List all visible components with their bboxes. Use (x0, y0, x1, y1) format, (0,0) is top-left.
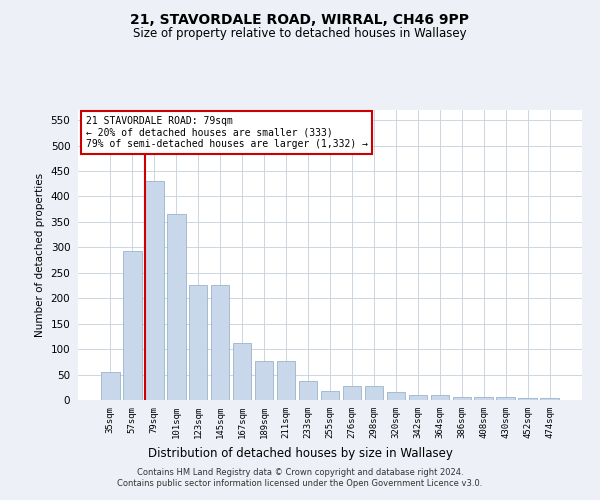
Text: 21 STAVORDALE ROAD: 79sqm
← 20% of detached houses are smaller (333)
79% of semi: 21 STAVORDALE ROAD: 79sqm ← 20% of detac… (86, 116, 368, 149)
Bar (277, 361, 295, 400)
Y-axis label: Number of detached properties: Number of detached properties (35, 173, 45, 337)
Bar (299, 380, 317, 400)
Bar (496, 398, 515, 400)
Bar (452, 397, 471, 400)
Bar (409, 396, 427, 400)
Text: Distribution of detached houses by size in Wallasey: Distribution of detached houses by size … (148, 448, 452, 460)
Bar (211, 284, 229, 400)
Text: Size of property relative to detached houses in Wallasey: Size of property relative to detached ho… (133, 28, 467, 40)
Bar (189, 284, 208, 400)
Bar (167, 214, 185, 400)
Bar (365, 386, 383, 400)
Bar (431, 396, 449, 400)
Bar (101, 372, 119, 400)
Bar (145, 181, 164, 400)
Bar (343, 386, 361, 400)
Bar (233, 342, 251, 400)
Bar (386, 392, 405, 400)
Text: 21, STAVORDALE ROAD, WIRRAL, CH46 9PP: 21, STAVORDALE ROAD, WIRRAL, CH46 9PP (131, 12, 470, 26)
Bar (518, 398, 537, 400)
Bar (255, 361, 274, 400)
Text: Contains HM Land Registry data © Crown copyright and database right 2024.
Contai: Contains HM Land Registry data © Crown c… (118, 468, 482, 487)
Bar (541, 398, 559, 400)
Bar (475, 398, 493, 400)
Bar (320, 391, 340, 400)
Bar (123, 251, 142, 400)
